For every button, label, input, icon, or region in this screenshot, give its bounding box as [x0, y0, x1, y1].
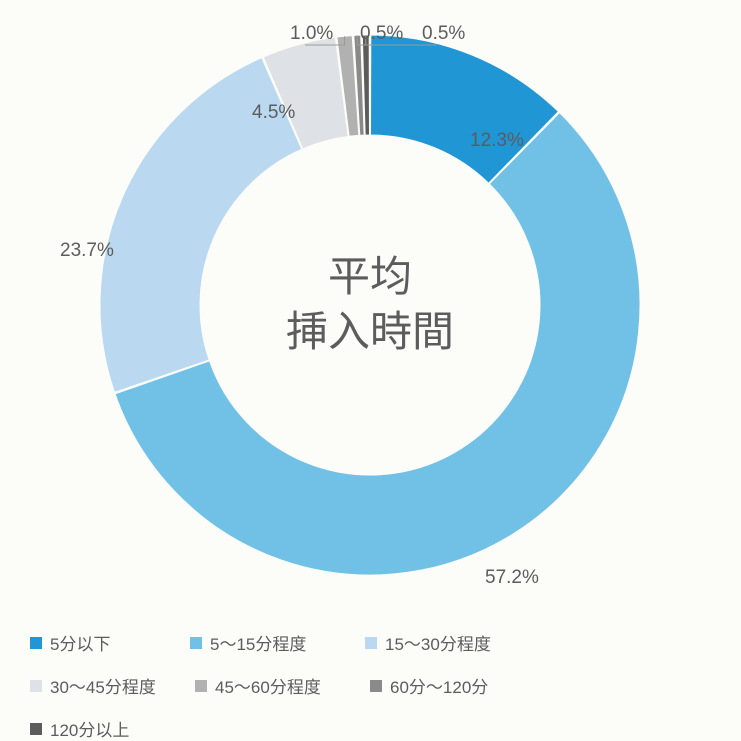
legend-label: 120分以上 — [50, 716, 129, 741]
legend-item: 60分～120分 — [370, 673, 565, 698]
donut-svg — [0, 0, 741, 620]
legend-label: 30～45分程度 — [50, 673, 156, 698]
legend-label: 5～15分程度 — [210, 630, 306, 655]
legend-swatch — [365, 637, 377, 649]
legend-label: 5分以下 — [50, 630, 110, 655]
legend-swatch — [195, 680, 207, 692]
donut-slice — [100, 58, 302, 393]
legend-item: 15～30分程度 — [365, 630, 560, 655]
legend-label: 45～60分程度 — [215, 673, 321, 698]
legend-item: 45～60分程度 — [195, 673, 370, 698]
legend-item: 30～45分程度 — [30, 673, 195, 698]
legend-swatch — [370, 680, 382, 692]
legend-item: 120分以上 — [30, 716, 190, 741]
legend-swatch — [30, 680, 42, 692]
legend-swatch — [30, 637, 42, 649]
legend-item: 5～15分程度 — [190, 630, 365, 655]
legend-label: 60分～120分 — [390, 673, 488, 698]
legend-label: 15～30分程度 — [385, 630, 491, 655]
legend-item: 5分以下 — [30, 630, 190, 655]
legend-swatch — [190, 637, 202, 649]
legend-swatch — [30, 723, 42, 735]
legend: 5分以下 5～15分程度 15～30分程度 30～45分程度 45～60分程度 60分～1… — [30, 630, 720, 741]
donut-chart: 平均 挿入時間 12.3%57.2%23.7%4.5%1.0%0.5%0.5% … — [0, 0, 741, 708]
